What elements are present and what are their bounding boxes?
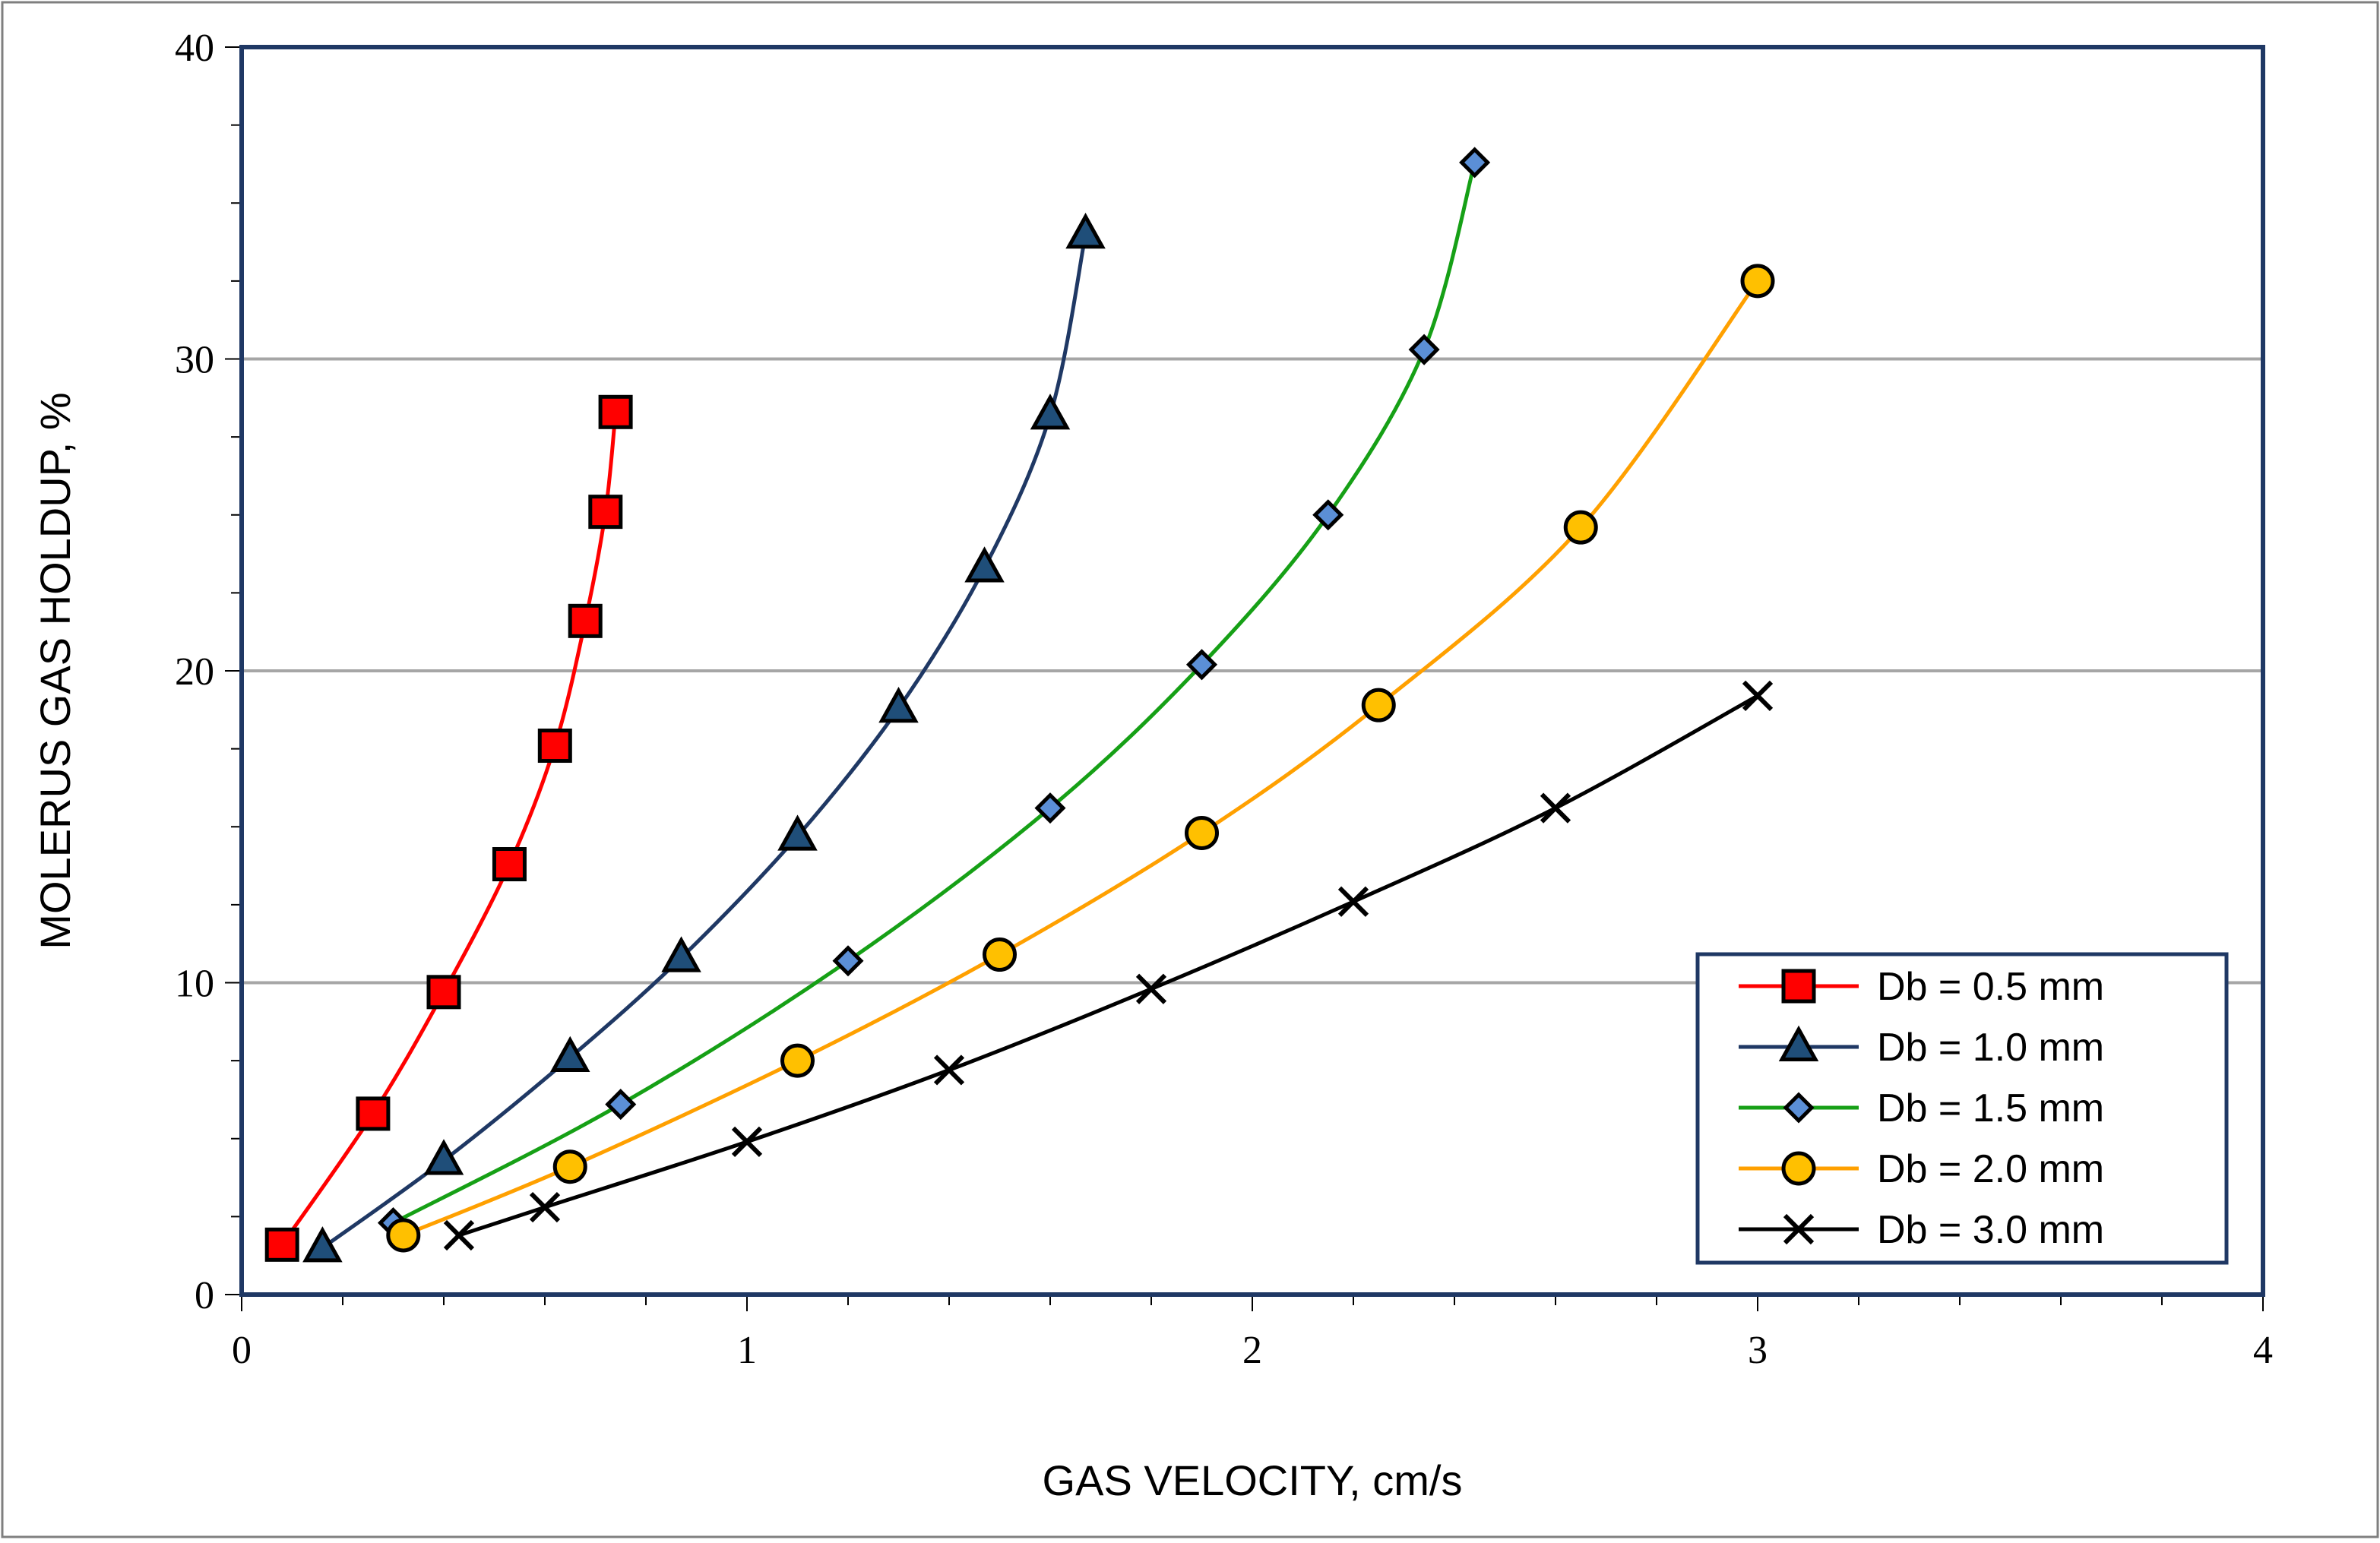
data-point-s5-4-stroke-b [933,1054,965,1086]
data-point-s4-2 [552,1149,587,1184]
legend-marker-1 [1781,969,1816,1004]
data-point-s2-9 [1065,213,1106,249]
data-point-s3-8 [1459,147,1491,179]
x-tick-label-2: 2 [1242,1329,1262,1372]
series-line-3 [392,162,1477,1225]
marker-layer [264,147,1775,1263]
legend: Db = 0.5 mm Db = 1.0 mm Db = 1.5 mm Db = 2.… [1695,952,2229,1265]
y-tick-label-30: 30 [175,339,214,382]
data-point-s5-5 [1135,973,1167,1004]
data-point-s4-6 [1361,688,1396,722]
legend-label-1: Db = 0.5 mm [1877,965,2104,1009]
legend-box [1695,952,2229,1265]
data-point-s2-2 [423,1139,464,1175]
data-point-s3-7 [1408,334,1440,365]
data-point-s2-6 [878,687,919,723]
series-line-5 [458,694,1759,1238]
data-point-s1-7 [588,495,623,530]
data-point-s3-5 [1185,649,1218,681]
data-point-s5-8-stroke-b [1742,680,1774,711]
data-point-s2-1 [302,1226,343,1263]
data-point-s2-8 [1030,394,1071,430]
data-point-s4-7 [1563,510,1598,545]
data-point-s4-3 [780,1043,815,1078]
data-point-s3-6 [1312,499,1344,531]
data-point-s3-3 [832,945,864,977]
y-tick-label-10: 10 [175,963,214,1006]
legend-marker-2 [1778,1025,1819,1061]
data-point-s1-1 [264,1227,299,1262]
y-axis-title: MOLERUS GAS HOLDUP, % [31,392,79,949]
x-tick-label-3: 3 [1748,1329,1768,1372]
data-point-s5-2 [529,1191,561,1223]
y-tick-label-0: 0 [195,1274,214,1317]
legend-label-4: Db = 2.0 mm [1877,1147,2104,1191]
data-point-s3-2 [605,1089,637,1121]
legend-marker-3 [1783,1092,1815,1124]
data-point-s5-2-stroke-b [529,1191,561,1223]
data-point-s5-4 [933,1054,965,1086]
data-point-s5-5-stroke-b [1135,973,1167,1004]
data-point-s1-2 [356,1096,391,1131]
data-point-s1-5 [537,729,572,764]
data-point-s1-8 [598,394,633,429]
legend-marker-4 [1781,1151,1816,1186]
data-point-s2-7 [964,546,1005,583]
data-point-s5-8 [1742,680,1774,711]
data-point-s4-4 [983,937,1017,972]
x-tick-label-4: 4 [2253,1329,2273,1372]
data-point-s5-6-stroke-b [1337,886,1369,917]
data-point-s5-1-stroke-b [443,1219,475,1251]
y-tick-label-40: 40 [175,27,214,70]
data-point-s5-3-stroke-b [731,1126,763,1157]
legend-label-5: Db = 3.0 mm [1877,1208,2104,1252]
data-point-s2-5 [777,814,818,851]
data-point-s3-4 [1034,792,1066,824]
data-point-s5-7 [1540,792,1571,824]
data-point-s4-1 [386,1218,421,1253]
data-point-s5-7-stroke-b [1540,792,1571,824]
legend-label-2: Db = 1.0 mm [1877,1026,2104,1070]
x-tick-label-0: 0 [232,1329,252,1372]
x-axis-title: GAS VELOCITY, cm/s [1043,1456,1463,1504]
data-point-s5-6 [1337,886,1369,917]
legend-marker-5-stroke-b [1783,1213,1815,1245]
data-point-s4-8 [1740,264,1775,299]
legend-label-3: Db = 1.5 mm [1877,1086,2104,1130]
data-point-s4-5 [1185,815,1219,850]
data-point-s5-1 [443,1219,475,1251]
data-point-s1-6 [568,603,603,638]
x-tick-label-1: 1 [737,1329,757,1372]
legend-marker-5 [1783,1213,1815,1245]
data-point-s2-3 [550,1036,590,1073]
data-point-s2-4 [661,936,701,972]
data-point-s5-3 [731,1126,763,1157]
data-point-s1-3 [426,975,461,1010]
plot-frame [239,45,2265,1297]
data-point-s1-4 [492,847,527,882]
y-tick-label-20: 20 [175,650,214,694]
